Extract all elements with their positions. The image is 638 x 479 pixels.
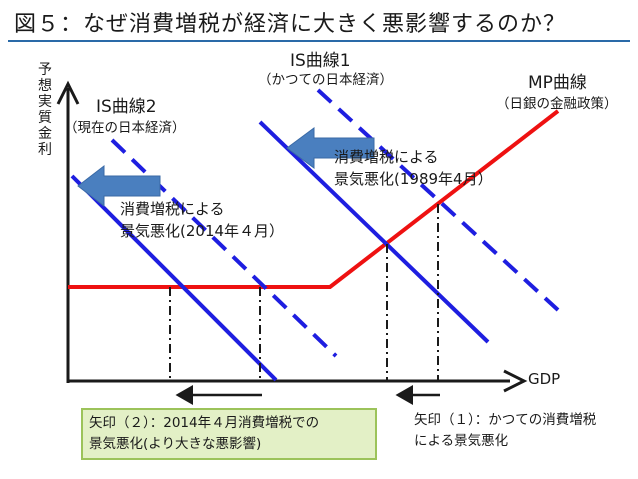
is-curve-2-note: （現在の日本経済） (64, 120, 186, 136)
title-underline (8, 40, 630, 42)
caption-arrow-2-line2: 景気悪化(より大きな悪影響) (89, 436, 262, 452)
is-curve-1-dashed (316, 88, 560, 312)
is-curve-1-shifted (258, 120, 490, 344)
y-axis-label: 予想実質金利 (38, 62, 52, 158)
annotation-2014-line1: 消費増税による (120, 200, 225, 218)
is-curve-1-note: （かつての日本経済） (258, 72, 393, 88)
annotation-1989-line2: 景気悪化(1989年4月） (334, 170, 493, 188)
x-axis-arrowhead-icon (503, 369, 528, 393)
mp-curve-label: MP曲線 (528, 73, 587, 93)
is-curve-2-shifted (70, 174, 278, 382)
caption-arrow-2-box: 矢印（２）：2014年４月消費増税での 景気悪化(より大きな悪影響) (81, 408, 377, 460)
caption-arrow-1-line1: 矢印（１）：かつての消費増税 (414, 412, 597, 428)
is-curve-1-label: IS曲線1 (290, 51, 351, 71)
caption-arrow-1: 矢印（１）：かつての消費増税 による景気悪化 (414, 410, 634, 452)
annotation-1989-line1: 消費増税による (334, 148, 439, 166)
x-axis-label: GDP (528, 370, 561, 388)
is-curve-2-dashed (110, 138, 338, 358)
is-curve-2-label: IS曲線2 (96, 97, 157, 117)
shift-arrow-1989-icon (286, 127, 375, 169)
caption-arrow-1-line2: による景気悪化 (414, 433, 509, 449)
shift-arrow-2014-icon (77, 164, 161, 208)
mp-curve (68, 109, 560, 289)
figure-title: 図５：なぜ消費増税が経済に大きく悪影響するのか？ (14, 12, 567, 37)
y-axis-arrowhead-icon (56, 80, 80, 105)
mp-curve-note: （日銀の金融政策） (496, 96, 618, 112)
caption-arrow-2-line1: 矢印（２）：2014年４月消費増税での (89, 415, 320, 431)
annotation-2014-line2: 景気悪化(2014年４月） (120, 222, 285, 240)
